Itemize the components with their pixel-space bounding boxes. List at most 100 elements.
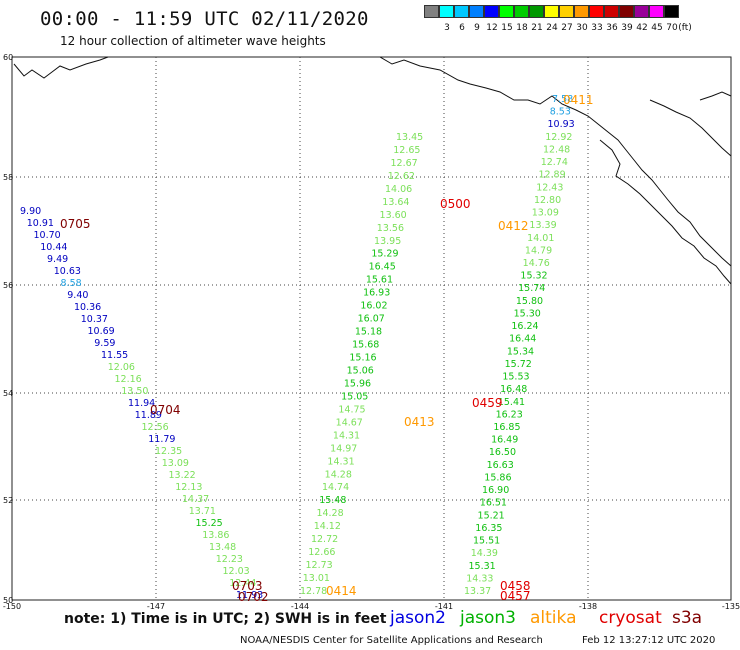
pass-time-label: 0702 (238, 590, 269, 604)
legend-swatch (529, 5, 544, 18)
legend-swatch (514, 5, 529, 18)
pass-time-label: 0413 (404, 415, 435, 429)
legend-label: 42 (636, 23, 648, 33)
legend-altika: altika (530, 608, 577, 628)
legend-jason3: jason3 (460, 608, 516, 628)
wave-height-value: 12.44 (229, 578, 256, 589)
legend-jason2: jason2 (390, 608, 446, 628)
pass-time-label: 0704 (150, 403, 181, 417)
pass-time-label: 0457 (500, 589, 531, 603)
wave-height-value: 16.93 (363, 288, 390, 299)
legend-label: 9 (474, 23, 480, 33)
wave-height-value: 16.07 (358, 314, 385, 325)
legend-swatch (604, 5, 619, 18)
wave-height-value: 15.06 (347, 365, 374, 376)
wave-height-value: 10.44 (40, 242, 67, 253)
wave-height-value: 14.28 (316, 508, 343, 519)
longitude-label: -144 (291, 602, 309, 611)
wave-height-value: 9.59 (94, 338, 115, 349)
wave-height-value: 11.55 (101, 350, 128, 361)
wave-height-value: 12.80 (534, 195, 561, 206)
wave-height-value: 9.40 (67, 290, 88, 301)
legend-s3a: s3a (672, 608, 703, 628)
wave-height-value: 10.36 (74, 302, 101, 313)
wave-height-value: 11.89 (135, 410, 162, 421)
wave-height-value: 15.05 (341, 391, 368, 402)
wave-height-value: 15.51 (473, 536, 500, 547)
wave-height-value: 16.35 (475, 523, 502, 534)
legend-swatch (454, 5, 469, 18)
pass-time-label: 0414 (326, 584, 357, 598)
wave-height-value: 14.01 (527, 233, 554, 244)
wave-height-value: 14.06 (385, 184, 412, 195)
wave-height-value: 15.53 (502, 372, 529, 383)
wave-height-value: 11.93 (236, 590, 263, 601)
wave-height-value: 12.13 (175, 482, 202, 493)
pass-time-label: 0459 (472, 396, 503, 410)
wave-height-value: 14.37 (182, 494, 209, 505)
wave-height-value: 13.09 (162, 458, 189, 469)
wave-height-value: 9.90 (20, 206, 41, 217)
wave-height-value: 12.74 (541, 157, 568, 168)
coastline-gulf-of-alaska (379, 56, 732, 267)
wave-height-value: 13.39 (529, 220, 556, 231)
wave-height-value: 15.29 (371, 249, 398, 260)
wave-height-value: 7.58 (552, 94, 573, 105)
legend-swatch (589, 5, 604, 18)
wave-height-value: 16.45 (369, 262, 396, 273)
latitude-label: 52 (3, 496, 13, 505)
wave-height-value: 15.16 (349, 353, 376, 364)
pass-time-label: 0703 (232, 579, 263, 593)
legend-label: 18 (516, 23, 528, 33)
wave-height-value: 8.58 (61, 278, 82, 289)
wave-height-value: 15.68 (352, 340, 379, 351)
legend-label: 24 (546, 23, 558, 33)
legend-label: 21 (531, 23, 543, 33)
wave-height-value: 12.48 (543, 144, 570, 155)
wave-height-value: 14.31 (327, 456, 354, 467)
wave-height-value: 12.43 (536, 182, 563, 193)
legend-swatch (649, 5, 664, 18)
legend-label: 45 (651, 23, 663, 33)
latitude-label: 50 (3, 596, 13, 605)
wave-height-value: 13.45 (396, 132, 423, 143)
wave-height-value: 10.37 (81, 314, 108, 325)
wave-height-value: 16.51 (480, 498, 507, 509)
wave-height-value: 15.21 (478, 510, 505, 521)
map-frame (11, 56, 732, 601)
legend-swatch (424, 5, 439, 18)
generated-timestamp: Feb 12 13:27:12 UTC 2020 (582, 635, 716, 646)
legend-swatch (619, 5, 634, 18)
wave-height-value: 14.79 (525, 245, 552, 256)
wave-height-value: 14.31 (333, 430, 360, 441)
credit-line: NOAA/NESDIS Center for Satellite Applica… (240, 635, 543, 646)
wave-height-value: 10.91 (27, 218, 54, 229)
wave-height-value: 15.72 (505, 359, 532, 370)
legend-swatch (469, 5, 484, 18)
wave-height-value: 12.73 (305, 560, 332, 571)
wave-height-value: 9.49 (47, 254, 68, 265)
wave-height-value: 16.24 (511, 321, 538, 332)
longitude-label: -147 (147, 602, 165, 611)
wave-height-value: 12.16 (115, 374, 142, 385)
coastline-kenai (13, 56, 109, 79)
pass-time-label: 0411 (563, 93, 594, 107)
wave-height-value: 15.31 (469, 561, 496, 572)
coastline-inland-north (699, 91, 732, 101)
coastline-inland (649, 99, 732, 157)
wave-height-value: 12.62 (388, 171, 415, 182)
wave-height-value: 14.75 (338, 404, 365, 415)
wave-height-value: 10.63 (54, 266, 81, 277)
legend-label: 12 (486, 23, 498, 33)
legend-label: 36 (606, 23, 618, 33)
wave-height-value: 12.66 (308, 547, 335, 558)
latitude-label: 56 (3, 281, 13, 290)
wave-height-value: 12.67 (391, 158, 418, 169)
wave-height-value: 15.30 (514, 308, 541, 319)
wave-height-value: 11.94 (128, 398, 155, 409)
wave-height-value: 15.86 (484, 472, 511, 483)
wave-height-value: 16.63 (487, 460, 514, 471)
legend-label: 15 (501, 23, 513, 33)
wave-height-value: 13.37 (464, 586, 491, 597)
